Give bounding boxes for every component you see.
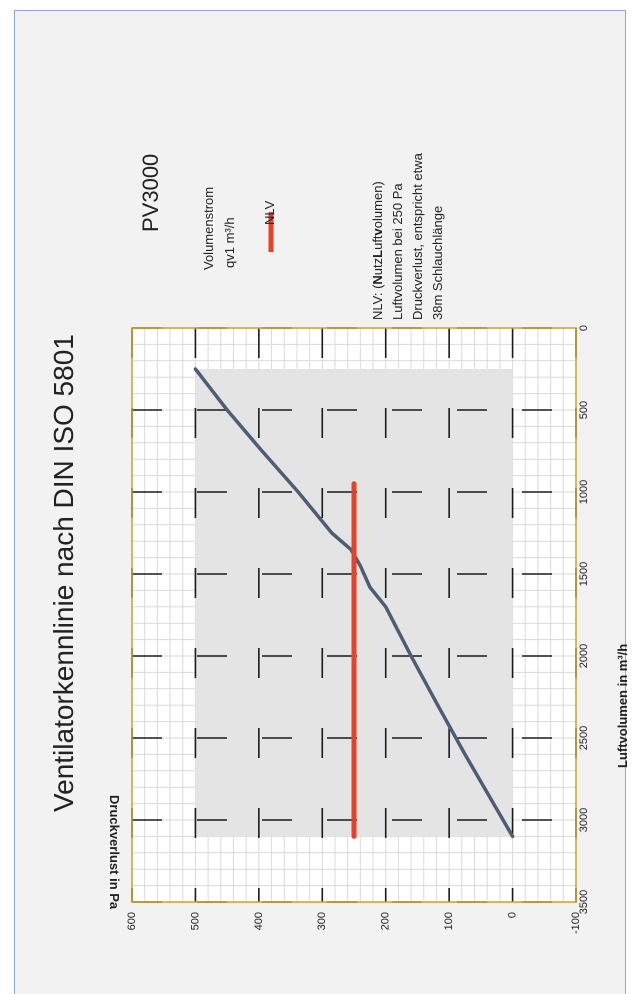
plot-border bbox=[131, 327, 577, 903]
y-tick-label: 0 bbox=[506, 912, 518, 918]
tick-labels: 600 500 400 300 200 100 0 -10005001000150020002… bbox=[126, 325, 590, 934]
x-axis-label: Luftvolumen in m³/h bbox=[615, 643, 630, 768]
y-tick-label: 200 bbox=[380, 912, 392, 930]
x-tick-label: 2000 bbox=[578, 644, 590, 668]
legend-label-nlv: NLV bbox=[262, 200, 277, 225]
note-line-1: Luftvolumen bei 250 Pa bbox=[390, 183, 405, 320]
note-heading: NLV: (NutzLuftvolumen) bbox=[370, 181, 385, 320]
y-tick-label: 300 bbox=[316, 912, 328, 930]
x-tick-label: 2500 bbox=[578, 726, 590, 750]
x-tick-label: 3000 bbox=[578, 808, 590, 832]
chart-title: Ventilatorkennlinie nach DIN ISO 5801 bbox=[48, 334, 79, 812]
x-tick-label: 1000 bbox=[578, 480, 590, 504]
y-tick-label: 400 bbox=[253, 912, 265, 930]
x-tick-label: 500 bbox=[578, 401, 590, 419]
x-tick-label: 3500 bbox=[578, 890, 590, 914]
y-tick-label: 600 bbox=[126, 912, 138, 930]
legend-label-volumenstrom-2: qv1 m³/h bbox=[222, 217, 237, 268]
note-line-3: 38m Schlauchlänge bbox=[430, 205, 445, 320]
y-tick-label: 100 bbox=[443, 912, 455, 930]
note-line-2: Druckverlust, entspricht etwa bbox=[410, 153, 425, 320]
x-tick-label: 1500 bbox=[578, 562, 590, 586]
y-tick-label: 500 bbox=[189, 912, 201, 930]
model-label: PV3000 bbox=[138, 153, 163, 232]
series-line-volumenstrom bbox=[193, 367, 515, 839]
y-tick-label: -100 bbox=[570, 912, 582, 934]
x-tick-label: 0 bbox=[578, 325, 590, 331]
y-axis-label: Druckverlust in Pa bbox=[107, 795, 122, 910]
legend-label-volumenstrom-1: Volumenstrom bbox=[201, 186, 216, 270]
legend bbox=[209, 205, 274, 252]
series-layer bbox=[193, 367, 515, 839]
